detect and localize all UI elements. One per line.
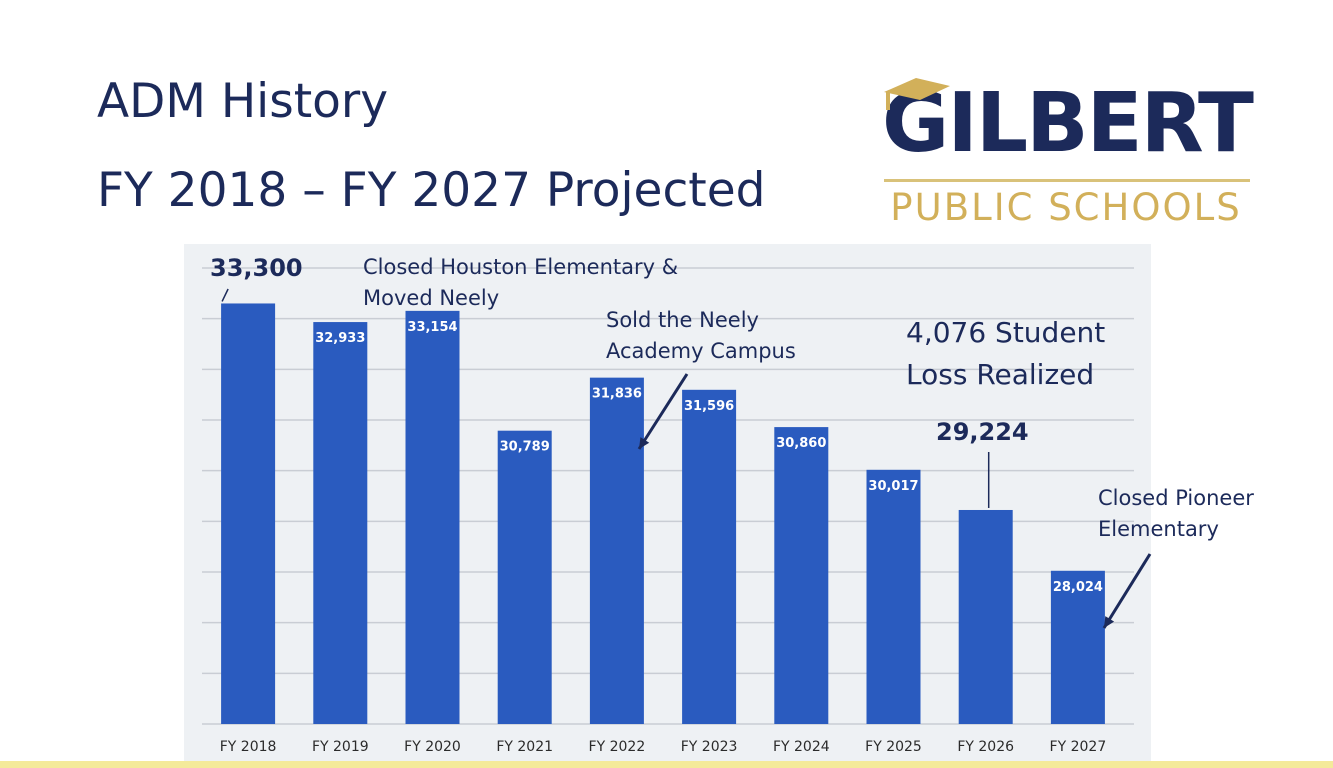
bar-fy-2026 [958, 509, 1013, 724]
bar-fy-2023 [682, 389, 737, 724]
logo-divider [884, 179, 1250, 182]
data-label: 30,017 [868, 479, 918, 494]
arrow-neely-head [639, 437, 650, 449]
x-tick-label: FY 2026 [957, 739, 1014, 755]
bar-fy-2019 [313, 322, 368, 724]
data-label: 30,860 [776, 436, 826, 451]
x-tick-label: FY 2024 [773, 739, 830, 755]
x-tick-label: FY 2019 [312, 739, 369, 755]
x-tick-label: FY 2023 [681, 739, 738, 755]
page-subtitle: FY 2018 – FY 2027 Projected [97, 163, 766, 218]
annotation-neely-line1: Sold the Neely [606, 308, 759, 332]
bar-fy-2025 [866, 469, 921, 724]
bar-fy-2024 [774, 427, 829, 724]
bar-fy-2027 [1050, 570, 1105, 724]
annotation-pioneer-line2: Elementary [1098, 517, 1219, 541]
x-tick-label: FY 2018 [220, 739, 277, 755]
bar-chart: 32,933 33,154 30,789 31,836 31,596 30,860 30,0… [202, 267, 1152, 755]
data-label: 31,596 [684, 399, 734, 414]
graduation-cap-icon [884, 78, 950, 110]
annotation-neely-line2: Academy Campus [606, 339, 796, 363]
x-tick-label: FY 2020 [404, 739, 461, 755]
data-label: 32,933 [315, 331, 365, 346]
annotation-houston-line2: Moved Neely [363, 286, 500, 310]
bar-fy-2020 [405, 310, 460, 724]
annotation-loss-line1: 4,076 Student [906, 316, 1106, 349]
chart-panel: 32,933 33,154 30,789 31,836 31,596 30,860 30,0… [184, 244, 1254, 768]
gilbert-logo: GILBERT PUBLIC SCHOOLS [880, 74, 1254, 234]
arrow-pioneer [1102, 553, 1152, 629]
bar-fy-2022 [589, 377, 644, 724]
x-tick-label: FY 2025 [865, 739, 922, 755]
x-tick-label: FY 2021 [496, 739, 553, 755]
leader-line-fy2018 [221, 288, 229, 302]
annotation-houston: Closed Houston Elementary & Moved Neely [363, 252, 678, 314]
data-label: 30,789 [500, 440, 550, 455]
callout-fy2018: 33,300 [210, 254, 303, 282]
bottom-band [0, 761, 1333, 768]
logo-wordmark: GILBERT [882, 76, 1254, 171]
callout-fy2026: 29,224 [936, 418, 1029, 446]
bar-fy-2021 [497, 430, 552, 724]
annotation-loss: 4,076 Student Loss Realized [906, 312, 1105, 396]
annotation-houston-line1: Closed Houston Elementary & [363, 255, 679, 279]
leader-lines [221, 288, 1152, 629]
data-label: 28,024 [1053, 580, 1103, 595]
x-tick-label: FY 2022 [589, 739, 646, 755]
bars [221, 303, 1105, 724]
x-tick-label: FY 2027 [1050, 739, 1107, 755]
arrow-pioneer-head [1104, 616, 1115, 628]
data-labels: 32,933 33,154 30,789 31,836 31,596 30,860 30,0… [315, 320, 1103, 595]
arrow-neely [637, 373, 689, 450]
x-axis-ticks: FY 2018 FY 2019 FY 2020 FY 2021 FY 2022 FY 20… [220, 739, 1106, 755]
bar-fy-2018 [221, 303, 276, 724]
annotation-loss-line2: Loss Realized [906, 358, 1095, 391]
annotation-pioneer-line1: Closed Pioneer [1098, 486, 1254, 510]
logo-subtitle: PUBLIC SCHOOLS [890, 186, 1242, 229]
annotation-pioneer: Closed Pioneer Elementary [1098, 483, 1254, 545]
data-label: 33,154 [407, 320, 457, 335]
page-title: ADM History [97, 74, 389, 129]
annotation-neely: Sold the Neely Academy Campus [606, 305, 796, 367]
data-label: 31,836 [592, 387, 642, 402]
